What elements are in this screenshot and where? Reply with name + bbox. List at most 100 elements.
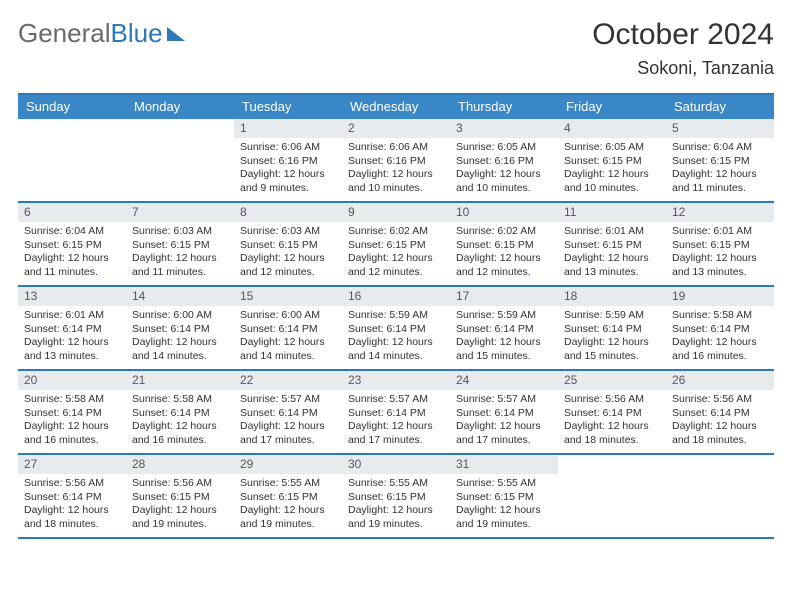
sunset-text: Sunset: 6:14 PM	[24, 407, 120, 420]
day-cell: 16Sunrise: 5:59 AMSunset: 6:14 PMDayligh…	[342, 287, 450, 369]
sunrise-text: Sunrise: 6:01 AM	[24, 309, 120, 322]
week-row: 13Sunrise: 6:01 AMSunset: 6:14 PMDayligh…	[18, 287, 774, 371]
day-body: Sunrise: 5:56 AMSunset: 6:14 PMDaylight:…	[666, 390, 774, 451]
daylight-text: Daylight: 12 hours and 13 minutes.	[564, 252, 660, 279]
sunset-text: Sunset: 6:14 PM	[672, 323, 768, 336]
daylight-text: Daylight: 12 hours and 19 minutes.	[348, 504, 444, 531]
day-body: Sunrise: 5:59 AMSunset: 6:14 PMDaylight:…	[450, 306, 558, 367]
day-cell: 7Sunrise: 6:03 AMSunset: 6:15 PMDaylight…	[126, 203, 234, 285]
header: GeneralBlue October 2024 Sokoni, Tanzani…	[18, 18, 774, 79]
day-cell: 30Sunrise: 5:55 AMSunset: 6:15 PMDayligh…	[342, 455, 450, 537]
location-subtitle: Sokoni, Tanzania	[592, 58, 774, 79]
day-number: 22	[234, 371, 342, 390]
sunrise-text: Sunrise: 5:57 AM	[348, 393, 444, 406]
day-header-sunday: Sunday	[18, 95, 126, 119]
day-number: 30	[342, 455, 450, 474]
empty-cell: .	[18, 119, 126, 201]
day-number: 26	[666, 371, 774, 390]
empty-cell: .	[558, 455, 666, 537]
sunset-text: Sunset: 6:15 PM	[456, 239, 552, 252]
day-cell: 1Sunrise: 6:06 AMSunset: 6:16 PMDaylight…	[234, 119, 342, 201]
day-cell: 6Sunrise: 6:04 AMSunset: 6:15 PMDaylight…	[18, 203, 126, 285]
day-header-saturday: Saturday	[666, 95, 774, 119]
day-number: 18	[558, 287, 666, 306]
sunset-text: Sunset: 6:16 PM	[240, 155, 336, 168]
sunset-text: Sunset: 6:14 PM	[348, 323, 444, 336]
day-body: Sunrise: 6:00 AMSunset: 6:14 PMDaylight:…	[126, 306, 234, 367]
sunrise-text: Sunrise: 6:03 AM	[132, 225, 228, 238]
daylight-text: Daylight: 12 hours and 11 minutes.	[672, 168, 768, 195]
week-row: 6Sunrise: 6:04 AMSunset: 6:15 PMDaylight…	[18, 203, 774, 287]
sunset-text: Sunset: 6:14 PM	[348, 407, 444, 420]
daylight-text: Daylight: 12 hours and 17 minutes.	[456, 420, 552, 447]
week-row: 27Sunrise: 5:56 AMSunset: 6:14 PMDayligh…	[18, 455, 774, 539]
sunset-text: Sunset: 6:15 PM	[24, 239, 120, 252]
day-body: Sunrise: 5:56 AMSunset: 6:15 PMDaylight:…	[126, 474, 234, 535]
day-cell: 18Sunrise: 5:59 AMSunset: 6:14 PMDayligh…	[558, 287, 666, 369]
day-cell: 3Sunrise: 6:05 AMSunset: 6:16 PMDaylight…	[450, 119, 558, 201]
daylight-text: Daylight: 12 hours and 10 minutes.	[456, 168, 552, 195]
week-row: ..1Sunrise: 6:06 AMSunset: 6:16 PMDaylig…	[18, 119, 774, 203]
sunrise-text: Sunrise: 5:59 AM	[456, 309, 552, 322]
sunrise-text: Sunrise: 6:01 AM	[672, 225, 768, 238]
day-body: Sunrise: 6:01 AMSunset: 6:14 PMDaylight:…	[18, 306, 126, 367]
sunrise-text: Sunrise: 5:58 AM	[24, 393, 120, 406]
sunset-text: Sunset: 6:16 PM	[456, 155, 552, 168]
sunrise-text: Sunrise: 6:01 AM	[564, 225, 660, 238]
day-number: 28	[126, 455, 234, 474]
sunrise-text: Sunrise: 5:57 AM	[456, 393, 552, 406]
daylight-text: Daylight: 12 hours and 14 minutes.	[132, 336, 228, 363]
sunrise-text: Sunrise: 5:56 AM	[132, 477, 228, 490]
day-number: 12	[666, 203, 774, 222]
sunset-text: Sunset: 6:14 PM	[456, 407, 552, 420]
daylight-text: Daylight: 12 hours and 11 minutes.	[24, 252, 120, 279]
day-body: Sunrise: 6:06 AMSunset: 6:16 PMDaylight:…	[342, 138, 450, 199]
sunrise-text: Sunrise: 6:06 AM	[240, 141, 336, 154]
day-cell: 15Sunrise: 6:00 AMSunset: 6:14 PMDayligh…	[234, 287, 342, 369]
day-number: 5	[666, 119, 774, 138]
week-row: 20Sunrise: 5:58 AMSunset: 6:14 PMDayligh…	[18, 371, 774, 455]
day-cell: 9Sunrise: 6:02 AMSunset: 6:15 PMDaylight…	[342, 203, 450, 285]
day-cell: 25Sunrise: 5:56 AMSunset: 6:14 PMDayligh…	[558, 371, 666, 453]
daylight-text: Daylight: 12 hours and 14 minutes.	[240, 336, 336, 363]
sunrise-text: Sunrise: 6:02 AM	[348, 225, 444, 238]
title-block: October 2024 Sokoni, Tanzania	[592, 18, 774, 79]
sunrise-text: Sunrise: 5:59 AM	[564, 309, 660, 322]
sunrise-text: Sunrise: 5:55 AM	[456, 477, 552, 490]
day-number: 11	[558, 203, 666, 222]
daylight-text: Daylight: 12 hours and 16 minutes.	[24, 420, 120, 447]
day-body: Sunrise: 5:56 AMSunset: 6:14 PMDaylight:…	[558, 390, 666, 451]
logo-text-1: General	[18, 18, 111, 49]
sunset-text: Sunset: 6:15 PM	[348, 239, 444, 252]
day-body: Sunrise: 5:55 AMSunset: 6:15 PMDaylight:…	[342, 474, 450, 535]
day-body: Sunrise: 5:58 AMSunset: 6:14 PMDaylight:…	[18, 390, 126, 451]
day-number: 2	[342, 119, 450, 138]
day-cell: 5Sunrise: 6:04 AMSunset: 6:15 PMDaylight…	[666, 119, 774, 201]
sunrise-text: Sunrise: 6:04 AM	[672, 141, 768, 154]
day-cell: 2Sunrise: 6:06 AMSunset: 6:16 PMDaylight…	[342, 119, 450, 201]
day-number: 16	[342, 287, 450, 306]
day-cell: 13Sunrise: 6:01 AMSunset: 6:14 PMDayligh…	[18, 287, 126, 369]
sunset-text: Sunset: 6:15 PM	[132, 491, 228, 504]
day-header-thursday: Thursday	[450, 95, 558, 119]
day-body: Sunrise: 6:02 AMSunset: 6:15 PMDaylight:…	[342, 222, 450, 283]
sunset-text: Sunset: 6:14 PM	[132, 407, 228, 420]
day-cell: 4Sunrise: 6:05 AMSunset: 6:15 PMDaylight…	[558, 119, 666, 201]
day-number: 24	[450, 371, 558, 390]
logo-mark-icon	[167, 27, 185, 41]
day-cell: 12Sunrise: 6:01 AMSunset: 6:15 PMDayligh…	[666, 203, 774, 285]
sunset-text: Sunset: 6:15 PM	[240, 491, 336, 504]
sunset-text: Sunset: 6:14 PM	[456, 323, 552, 336]
empty-cell: .	[666, 455, 774, 537]
daylight-text: Daylight: 12 hours and 9 minutes.	[240, 168, 336, 195]
day-number: 7	[126, 203, 234, 222]
sunrise-text: Sunrise: 5:56 AM	[672, 393, 768, 406]
sunset-text: Sunset: 6:14 PM	[24, 323, 120, 336]
sunset-text: Sunset: 6:15 PM	[564, 239, 660, 252]
daylight-text: Daylight: 12 hours and 17 minutes.	[240, 420, 336, 447]
daylight-text: Daylight: 12 hours and 12 minutes.	[240, 252, 336, 279]
daylight-text: Daylight: 12 hours and 13 minutes.	[672, 252, 768, 279]
daylight-text: Daylight: 12 hours and 15 minutes.	[564, 336, 660, 363]
day-body: Sunrise: 6:01 AMSunset: 6:15 PMDaylight:…	[666, 222, 774, 283]
day-number: 27	[18, 455, 126, 474]
